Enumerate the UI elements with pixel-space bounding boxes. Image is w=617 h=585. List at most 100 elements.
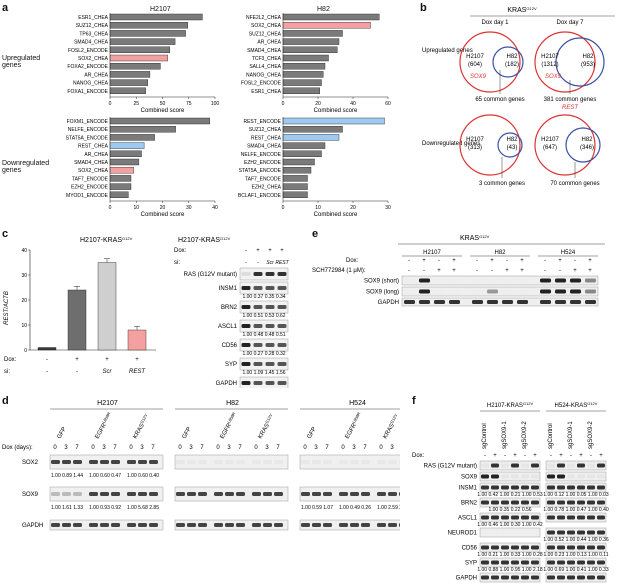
f-band bbox=[491, 463, 499, 468]
c-blot-dox: + bbox=[256, 248, 260, 254]
f-band bbox=[577, 545, 585, 550]
f-blot-strip bbox=[545, 572, 607, 583]
f-band-label: BRN2 bbox=[461, 501, 478, 507]
d-band bbox=[274, 460, 283, 464]
a-bar bbox=[109, 63, 161, 70]
b-row-down: Downregulated genes bbox=[422, 141, 480, 147]
f-band-label: SYP bbox=[465, 561, 477, 567]
f-band bbox=[587, 474, 595, 479]
e-band bbox=[502, 289, 513, 294]
panel-c-label: c bbox=[2, 228, 9, 240]
d-band bbox=[339, 523, 348, 527]
c-band-quant: 1.00 0.27 0.28 0.32 bbox=[242, 351, 285, 357]
a-tick-label: 0 bbox=[282, 205, 285, 211]
d-band bbox=[323, 460, 332, 464]
d-construct: KRASG12V bbox=[256, 413, 276, 440]
f-band-quant: 1.00 0.35 0.22 0.56 bbox=[488, 507, 531, 513]
e-band bbox=[540, 300, 551, 304]
e-dox: - bbox=[438, 258, 440, 264]
a-bar-label: EZH2_ENCODE bbox=[71, 185, 109, 191]
f-band bbox=[597, 575, 605, 580]
f-band bbox=[577, 463, 585, 468]
c-tick-label: 30 bbox=[21, 273, 27, 279]
d-band bbox=[89, 460, 98, 464]
d-band bbox=[111, 460, 120, 464]
a-tick-label: 10 bbox=[315, 205, 321, 211]
c-band bbox=[253, 381, 263, 385]
d-band bbox=[62, 523, 71, 527]
svg-text:H2107: H2107 bbox=[466, 54, 484, 60]
f-band bbox=[511, 485, 519, 490]
f-blot-strip bbox=[545, 557, 607, 568]
e-sch: + bbox=[520, 268, 524, 274]
e-band bbox=[434, 278, 445, 283]
e-blot-strip bbox=[401, 275, 599, 286]
f-band bbox=[511, 515, 519, 520]
d-band bbox=[127, 492, 136, 496]
a-bar-label: AR_CHEA bbox=[84, 72, 108, 78]
d-band bbox=[62, 460, 71, 464]
a-bar-label: STAT5A_ENCODE bbox=[239, 168, 282, 174]
e-band bbox=[419, 289, 430, 294]
a-row-label-up: Upregulated genes bbox=[2, 55, 41, 69]
a-bar-label: MYOD1_ENCODE bbox=[66, 193, 109, 199]
f-band bbox=[587, 485, 595, 490]
a-bar-label: STAT5A_ENCODE bbox=[66, 135, 109, 141]
f-guide: sgControl bbox=[548, 423, 554, 449]
e-band bbox=[434, 300, 445, 304]
f-guide: sgSOX9-1 bbox=[568, 421, 574, 449]
e-band bbox=[555, 278, 566, 283]
f-band bbox=[567, 545, 575, 550]
d-day: 7 bbox=[276, 445, 280, 451]
f-band-label: RAS (G12V mutant) bbox=[424, 464, 477, 470]
c-blot-dox-label: Dox: bbox=[174, 248, 187, 254]
e-band bbox=[585, 278, 596, 283]
f-dox: + bbox=[599, 453, 603, 459]
e-dox: - bbox=[544, 258, 546, 264]
c-dox-value: + bbox=[105, 357, 109, 363]
a-bar-label: NANOG_CHEA bbox=[246, 72, 282, 78]
f-band bbox=[567, 500, 575, 505]
a-bar bbox=[282, 125, 343, 133]
e-band bbox=[404, 289, 415, 294]
d-band bbox=[51, 523, 60, 527]
f-blot-strip bbox=[545, 471, 607, 482]
f-dox: + bbox=[559, 453, 563, 459]
e-sch: - bbox=[408, 268, 410, 274]
c-band bbox=[241, 362, 251, 366]
f-band bbox=[587, 530, 595, 535]
f-band bbox=[577, 485, 585, 490]
venn-up-day7: H2107 (1312) H82 (953) SOX9 381 common g… bbox=[534, 31, 605, 111]
e-blot-strip bbox=[401, 286, 599, 297]
f-band bbox=[597, 463, 605, 468]
a-bar bbox=[282, 71, 324, 78]
f-band bbox=[587, 560, 595, 565]
d-construct: GFP bbox=[307, 426, 318, 440]
e-cell-title: H2107 bbox=[423, 250, 441, 256]
f-band bbox=[577, 474, 585, 479]
d-band bbox=[187, 492, 196, 496]
c-band bbox=[265, 362, 275, 366]
e-cell-title: H82 bbox=[494, 250, 506, 256]
d-construct: GFP bbox=[182, 426, 193, 440]
f-blot-strip bbox=[479, 542, 541, 553]
a-tick-label: 0 bbox=[109, 101, 112, 107]
f-guide: sgControl bbox=[482, 423, 488, 449]
d-band bbox=[138, 492, 147, 496]
f-band bbox=[557, 530, 565, 535]
c-si-value: - bbox=[76, 369, 78, 375]
f-band bbox=[501, 474, 509, 479]
f-dox: - bbox=[590, 453, 592, 459]
f-guide: sgSOX9-1 bbox=[502, 421, 508, 449]
f-blot-strip bbox=[479, 497, 541, 508]
svg-text:SOX9: SOX9 bbox=[545, 74, 562, 80]
e-sch-label: SCH772984 (1 μM): bbox=[312, 268, 366, 274]
c-blot-dox: + bbox=[268, 248, 272, 254]
f-band bbox=[501, 515, 509, 520]
a-bar-label: NELFE_ENCODE bbox=[68, 127, 109, 133]
svg-text:(604): (604) bbox=[468, 62, 482, 68]
c-blot-strip bbox=[239, 267, 289, 281]
a-bar bbox=[109, 13, 203, 21]
d-band bbox=[252, 492, 261, 496]
e-dox: + bbox=[520, 258, 524, 264]
